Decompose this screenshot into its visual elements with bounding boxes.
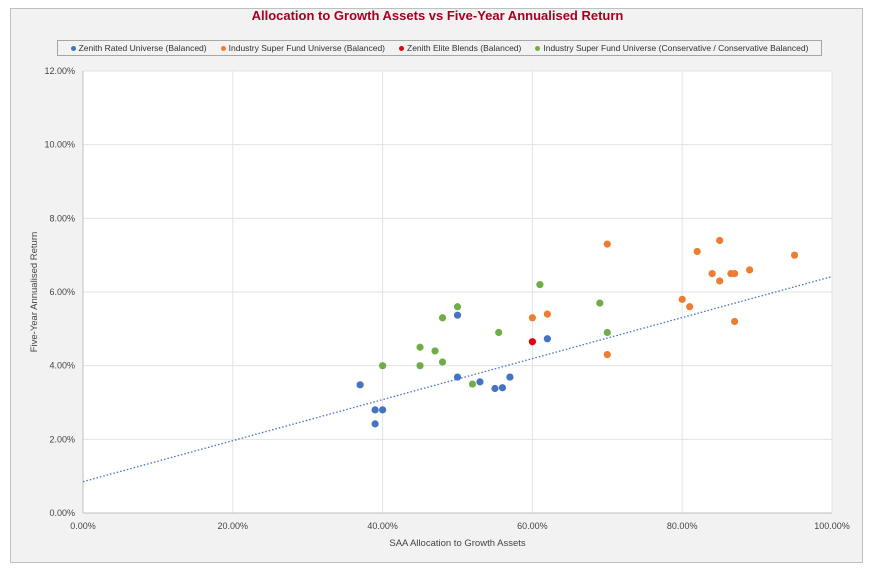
legend-item-zenith-rated: Zenith Rated Universe (Balanced): [70, 43, 207, 53]
data-point-series-0: [371, 406, 379, 414]
data-point-series-1: [686, 303, 694, 311]
data-point-series-0: [356, 381, 364, 389]
data-point-series-3: [431, 347, 439, 355]
data-point-series-1: [678, 295, 686, 303]
x-tick-label: 100.00%: [814, 521, 850, 531]
chart-legend: Zenith Rated Universe (Balanced) Industr…: [57, 40, 822, 56]
x-tick-label: 60.00%: [517, 521, 548, 531]
data-point-series-0: [371, 420, 379, 428]
legend-marker-isf-balanced: [220, 45, 226, 51]
data-point-series-3: [416, 362, 424, 370]
legend-marker-zenith-elite: [399, 45, 405, 51]
data-point-series-1: [693, 247, 701, 256]
y-tick-label: 10.00%: [44, 140, 75, 150]
data-point-series-2: [528, 338, 537, 346]
data-point-series-0: [498, 384, 507, 392]
y-tick-label: 8.00%: [49, 213, 75, 223]
data-point-series-1: [603, 240, 611, 248]
data-point-series-1: [716, 277, 724, 285]
data-point-series-1: [731, 317, 739, 326]
data-point-series-1: [716, 236, 724, 245]
x-tick-label: 40.00%: [367, 521, 398, 531]
data-point-series-3: [603, 328, 611, 337]
y-axis-label: Five-Year Annualised Return: [29, 232, 40, 353]
data-point-series-3: [453, 303, 462, 311]
data-point-series-3: [379, 362, 387, 370]
y-tick-label: 12.00%: [44, 66, 75, 76]
data-point-series-0: [453, 311, 462, 319]
x-tick-label: 0.00%: [70, 521, 96, 531]
legend-marker-zenith-rated: [70, 45, 76, 51]
legend-label-isf-balanced: Industry Super Fund Universe (Balanced): [228, 43, 386, 53]
legend-label-zenith-elite: Zenith Elite Blends (Balanced): [407, 43, 522, 53]
legend-label-zenith-rated: Zenith Rated Universe (Balanced): [78, 43, 207, 53]
data-point-series-0: [476, 378, 484, 386]
data-point-series-0: [453, 373, 462, 381]
legend-marker-isf-conservative: [535, 45, 541, 51]
y-tick-label: 2.00%: [49, 434, 75, 444]
y-tick-label: 0.00%: [49, 508, 75, 518]
data-point-series-3: [416, 343, 424, 351]
legend-item-isf-balanced: Industry Super Fund Universe (Balanced): [220, 43, 386, 53]
data-point-series-3: [495, 328, 503, 337]
data-point-series-0: [506, 373, 514, 381]
x-tick-label: 20.00%: [218, 521, 249, 531]
x-axis-label: SAA Allocation to Growth Assets: [389, 538, 525, 549]
x-tick-label: 80.00%: [667, 521, 698, 531]
data-point-series-1: [708, 269, 716, 278]
data-point-series-3: [438, 314, 447, 322]
data-point-series-3: [596, 299, 604, 307]
legend-item-zenith-elite: Zenith Elite Blends (Balanced): [399, 43, 521, 53]
data-point-series-1: [603, 351, 611, 359]
data-point-series-0: [379, 406, 387, 414]
y-tick-label: 6.00%: [49, 287, 75, 297]
legend-item-isf-conservative: Industry Super Fund Universe (Conservati…: [535, 43, 808, 53]
chart-title: Allocation to Growth Assets vs Five-Year…: [251, 8, 624, 23]
data-point-series-0: [491, 384, 499, 393]
data-point-series-0: [543, 335, 551, 343]
data-point-series-1: [731, 269, 739, 278]
data-point-series-3: [468, 380, 477, 388]
data-point-series-1: [790, 251, 799, 259]
data-point-series-1: [543, 310, 551, 318]
y-tick-label: 4.00%: [49, 361, 75, 371]
data-point-series-3: [536, 281, 544, 289]
data-point-series-3: [438, 358, 447, 366]
legend-label-isf-conservative: Industry Super Fund Universe (Conservati…: [543, 43, 809, 53]
data-point-series-1: [528, 314, 537, 322]
data-point-series-1: [746, 266, 754, 274]
